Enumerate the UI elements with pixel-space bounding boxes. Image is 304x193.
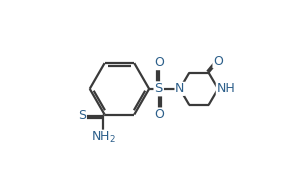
Text: NH$_2$: NH$_2$ [91,130,116,145]
Text: N: N [175,82,185,95]
Text: NH: NH [216,82,235,95]
Text: O: O [213,55,223,68]
Text: O: O [154,108,164,121]
Text: O: O [154,57,164,69]
Text: S: S [154,82,163,95]
Text: S: S [78,109,86,122]
